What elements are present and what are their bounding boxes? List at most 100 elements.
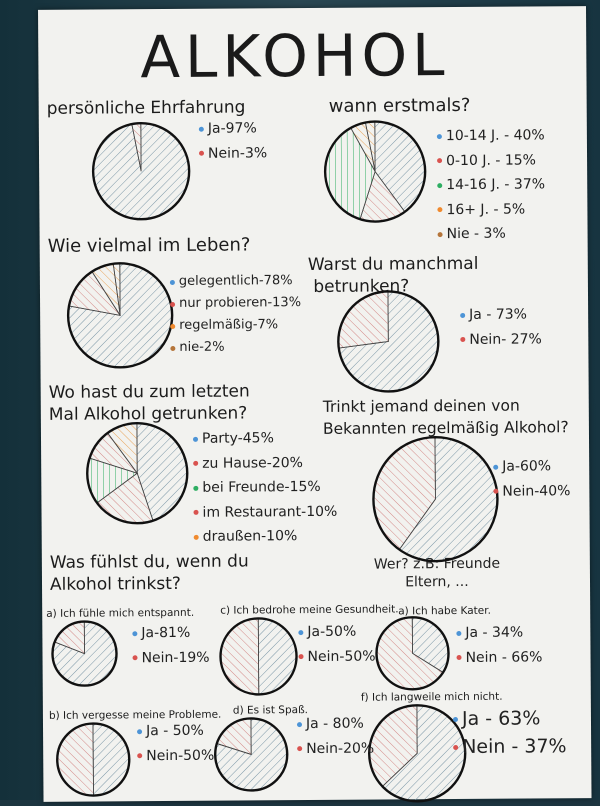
pie-outline	[372, 435, 499, 563]
legend-item: Ja - 34%	[456, 620, 542, 645]
legend-label: zu Hause-20%	[202, 454, 303, 472]
pie-chart-forget	[56, 722, 131, 797]
pie-outline	[219, 617, 298, 696]
pie-outline	[375, 616, 450, 691]
legend-label: Ja-81%	[141, 624, 191, 642]
pie-chart-relaxed	[51, 620, 118, 687]
legend-label: Nie - 3%	[446, 225, 506, 243]
legend-dot	[460, 312, 466, 318]
legend-item: Nein-50%	[137, 743, 214, 768]
pie-outline	[337, 290, 440, 393]
legend-dot	[198, 151, 205, 157]
question-a: a) Ich fühle mich entspannt.	[46, 606, 195, 620]
pie-slice-nein	[220, 617, 260, 695]
legend-hangover: Ja - 34% Nein - 66%	[456, 620, 543, 670]
legend-dot	[456, 655, 462, 661]
legend-dot	[296, 721, 303, 727]
pie-chart-first-time	[323, 120, 427, 223]
legend-dot	[298, 654, 304, 660]
legend-label: bei Freunde-15%	[202, 478, 321, 496]
legend-label: Ja - 73%	[469, 306, 527, 323]
legend-dot	[170, 345, 176, 351]
legend-dot	[437, 158, 443, 164]
legend-item: Ja - 50%	[137, 719, 214, 744]
question-2: wann erstmals?	[328, 94, 471, 117]
pie-chart-how-often	[66, 262, 174, 369]
pie-outline	[91, 121, 191, 221]
legend-item: Nein - 37%	[453, 732, 567, 761]
legend-experience: Ja-97% Nein-3%	[198, 116, 267, 165]
pie-outline	[51, 620, 118, 687]
legend-dot	[437, 231, 443, 237]
legend-item: zu Hause-20%	[193, 450, 337, 476]
legend-item: im Restaurant-10%	[193, 499, 337, 525]
pie-outline	[66, 262, 174, 369]
legend-label: Nein-19%	[141, 649, 210, 666]
legend-label: Nein-50%	[307, 648, 376, 665]
legend-item: Nie - 3%	[437, 221, 545, 246]
legend-item: 14-16 J. - 37%	[437, 172, 545, 197]
legend-dot	[452, 716, 458, 722]
legend-drunk: Ja - 73% Nein- 27%	[460, 302, 542, 352]
legend-dot	[132, 630, 138, 637]
pie-chart-health	[219, 617, 298, 696]
legend-item: nur probieren-13%	[170, 292, 301, 315]
legend-label: Nein- 27%	[469, 330, 542, 348]
pie-chart-drunk	[337, 290, 440, 393]
pie-chart-last-place	[86, 422, 189, 525]
legend-label: nur probieren-13%	[179, 295, 302, 311]
pie-chart-hangover	[375, 616, 450, 691]
legend-item: gelegentlich-78%	[169, 270, 301, 293]
legend-item: draußen-10%	[193, 524, 338, 550]
legend-label: Ja - 63%	[461, 707, 541, 730]
legend-label: 14-16 J. - 37%	[446, 176, 546, 194]
legend-item: Ja-97%	[198, 116, 267, 141]
pie-outline	[323, 120, 427, 223]
question-c: c) Ich bedrohe meine Gesundheit.	[220, 603, 399, 617]
legend-dot	[169, 279, 175, 285]
legend-dot	[170, 323, 176, 329]
question-6: Trinkt jemand deinen von Bekannten regel…	[322, 396, 569, 438]
legend-item: 10-14 J. - 40%	[436, 123, 545, 148]
legend-dot	[493, 488, 499, 494]
pie-outline	[214, 717, 289, 792]
legend-item: Ja-60%	[493, 454, 570, 479]
pie-chart-fun	[214, 717, 289, 792]
question-5: Wo hast du zum letzten Mal Alkohol getru…	[48, 381, 250, 425]
pie-slice-ja	[257, 617, 297, 695]
legend-label: draußen-10%	[202, 528, 298, 545]
legend-item: Nein-19%	[132, 645, 210, 670]
legend-dot	[298, 629, 304, 635]
legend-dot	[460, 337, 466, 343]
legend-item: Nein- 27%	[460, 327, 542, 352]
question-f: f) Ich langweile mich nicht.	[360, 690, 503, 704]
legend-dot	[456, 630, 462, 636]
legend-item: Nein-50%	[298, 644, 376, 669]
legend-dot	[437, 182, 443, 188]
legend-label: 10-14 J. - 40%	[445, 127, 545, 145]
legend-acquaintance: Ja-60% Nein-40%	[493, 454, 570, 504]
legend-label: Nein - 66%	[465, 648, 543, 666]
legend-item: bei Freunde-15%	[193, 475, 337, 501]
legend-label: Ja - 80%	[305, 715, 364, 733]
pie-chart-experience	[91, 121, 191, 221]
legend-label: regelmäßig-7%	[179, 317, 279, 333]
legend-dot	[193, 510, 199, 516]
legend-item: nie-2%	[170, 336, 301, 359]
legend-forget: Ja - 50% Nein-50%	[137, 719, 214, 769]
legend-last-place: Party-45% zu Hause-20% bei Freunde-15% im R…	[192, 426, 338, 550]
legend-label: 16+ J. - 5%	[446, 201, 526, 218]
legend-item: Ja-50%	[298, 620, 375, 645]
pie-outline	[86, 422, 189, 525]
legend-label: Nein-40%	[502, 482, 571, 500]
pie-slice-nein	[337, 291, 389, 349]
legend-dot	[170, 301, 176, 307]
legend-label: Nein - 37%	[462, 735, 567, 758]
legend-dot	[436, 133, 442, 139]
poster-title: ALKOHOL	[140, 21, 450, 92]
legend-label: Nein-20%	[306, 740, 375, 757]
legend-label: gelegentlich-78%	[178, 273, 293, 289]
legend-first-time: 10-14 J. - 40% 0-10 J. - 15% 14-16 J. - 37…	[436, 123, 546, 246]
legend-item: Party-45%	[192, 426, 337, 452]
legend-item: Ja-81%	[132, 621, 209, 646]
